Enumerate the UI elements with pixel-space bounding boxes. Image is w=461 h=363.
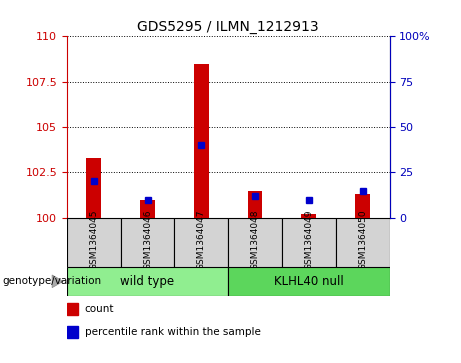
Text: percentile rank within the sample: percentile rank within the sample	[84, 327, 260, 337]
Text: genotype/variation: genotype/variation	[2, 276, 101, 286]
Bar	[282, 218, 336, 267]
Text: GSM1364046: GSM1364046	[143, 209, 152, 270]
Bar	[228, 267, 390, 296]
Bar	[140, 200, 155, 218]
Bar	[121, 218, 174, 267]
Bar	[248, 191, 262, 218]
Title: GDS5295 / ILMN_1212913: GDS5295 / ILMN_1212913	[137, 20, 319, 34]
Bar	[67, 326, 78, 338]
Text: GSM1364047: GSM1364047	[197, 209, 206, 270]
Text: GSM1364049: GSM1364049	[304, 209, 313, 270]
Text: GSM1364045: GSM1364045	[89, 209, 98, 270]
Bar	[301, 214, 316, 218]
Bar	[67, 303, 78, 315]
Polygon shape	[52, 275, 63, 287]
Bar	[336, 218, 390, 267]
Bar	[355, 194, 370, 218]
Text: KLHL40 null: KLHL40 null	[274, 275, 344, 288]
Text: wild type: wild type	[120, 275, 175, 288]
Text: GSM1364048: GSM1364048	[251, 209, 260, 270]
Text: count: count	[84, 305, 114, 314]
Bar	[174, 218, 228, 267]
Bar	[67, 218, 121, 267]
Bar	[228, 218, 282, 267]
Bar	[86, 158, 101, 218]
Text: GSM1364050: GSM1364050	[358, 209, 367, 270]
Bar	[194, 64, 209, 218]
Bar	[67, 267, 228, 296]
